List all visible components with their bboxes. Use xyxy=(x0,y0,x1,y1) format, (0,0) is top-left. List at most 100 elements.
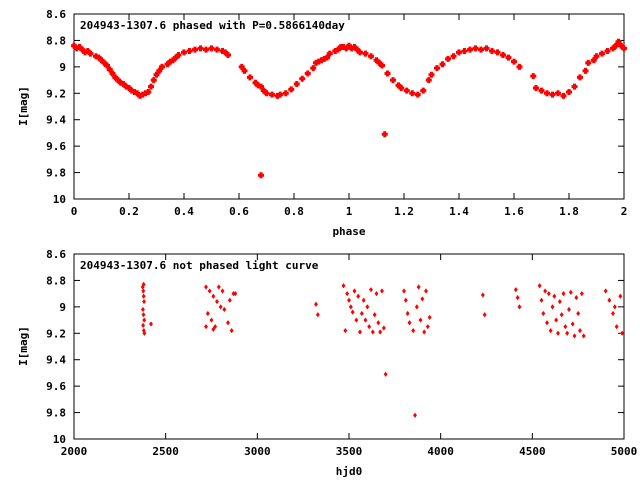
data-point xyxy=(403,297,408,303)
data-point xyxy=(403,87,410,94)
data-point xyxy=(533,85,539,91)
data-point xyxy=(205,310,210,317)
data-point xyxy=(549,91,556,98)
data-point xyxy=(288,86,295,93)
data-point xyxy=(277,91,284,98)
data-point xyxy=(241,67,248,74)
data-point xyxy=(560,92,567,99)
data-point xyxy=(369,287,373,293)
data-point xyxy=(537,283,542,289)
data-point xyxy=(380,288,384,294)
data-point xyxy=(141,312,146,318)
data-point xyxy=(293,81,300,88)
data-point xyxy=(456,49,462,56)
y-tick-label: 10 xyxy=(53,433,66,446)
data-point xyxy=(141,281,146,287)
data-point xyxy=(545,320,549,326)
unphased-light-curve-chart: 2000 2500 3000 3500 4000 4500 5000 8.6 8.8 9 9.2 9… xyxy=(17,248,637,478)
data-point xyxy=(310,65,317,72)
data-point xyxy=(581,333,586,339)
data-point xyxy=(213,324,218,330)
data-point xyxy=(546,291,551,297)
data-point xyxy=(226,320,230,326)
x-tick-label: 2000 xyxy=(61,445,88,458)
data-point xyxy=(365,304,370,310)
x-tick-label: 2500 xyxy=(152,445,179,458)
data-point xyxy=(367,324,372,330)
data-point xyxy=(414,91,421,98)
data-point xyxy=(405,310,410,317)
data-point xyxy=(141,322,146,328)
data-point xyxy=(159,63,165,70)
data-point xyxy=(141,293,146,299)
tick-marks xyxy=(73,253,625,440)
data-point xyxy=(359,310,364,317)
x-tick-label: 1.8 xyxy=(559,205,579,218)
data-point xyxy=(354,317,359,323)
data-point xyxy=(341,283,346,289)
data-point xyxy=(411,328,416,334)
x-tick-labels: 0 0.2 0.4 0.6 0.8 1 1.2 1.4 1.6 1.8 2 xyxy=(71,205,628,218)
data-point xyxy=(539,297,544,303)
data-point xyxy=(142,298,146,305)
data-point xyxy=(204,284,208,290)
data-point xyxy=(582,67,589,74)
data-point xyxy=(550,304,555,310)
x-tick-label: 0.8 xyxy=(284,205,304,218)
x-tick-label: 0 xyxy=(71,205,78,218)
data-point xyxy=(175,51,182,58)
data-points xyxy=(140,281,625,418)
data-point xyxy=(517,304,522,310)
chart-title: 204943-1307.6 not phased light curve xyxy=(80,259,319,272)
data-point xyxy=(142,330,147,336)
data-point xyxy=(233,291,238,297)
chart-title: 204943-1307.6 phased with P=0.5866140day xyxy=(80,19,345,32)
data-point xyxy=(326,50,333,57)
data-point xyxy=(425,324,430,330)
data-point xyxy=(87,50,94,57)
y-tick-label: 9.4 xyxy=(46,354,66,367)
data-point xyxy=(211,326,216,332)
plot-frame xyxy=(73,13,625,200)
data-point xyxy=(348,304,353,310)
data-point xyxy=(578,328,582,334)
data-point xyxy=(384,70,391,77)
data-point xyxy=(181,49,187,56)
y-tick-labels: 8.6 8.8 9 9.2 9.4 9.6 9.8 10 xyxy=(46,248,66,446)
data-point xyxy=(450,53,457,60)
data-point xyxy=(557,298,562,305)
data-point xyxy=(368,53,374,60)
data-point xyxy=(543,288,548,294)
y-tick-label: 9.2 xyxy=(46,87,66,100)
data-point xyxy=(414,304,419,310)
y-tick-label: 9.6 xyxy=(46,380,66,393)
data-point xyxy=(203,46,209,53)
y-tick-label: 9.2 xyxy=(46,327,66,340)
data-point xyxy=(207,288,212,294)
data-point xyxy=(427,314,432,321)
data-point xyxy=(467,46,473,53)
data-point xyxy=(571,83,578,90)
x-axis-label: hjd0 xyxy=(336,465,363,478)
y-tick-label: 8.8 xyxy=(46,34,66,47)
data-point xyxy=(352,288,357,294)
data-point xyxy=(554,317,559,323)
data-point xyxy=(565,330,570,336)
data-point xyxy=(420,296,425,302)
data-point xyxy=(563,324,568,330)
data-point xyxy=(258,172,264,179)
x-tick-label: 2 xyxy=(621,205,628,218)
data-point xyxy=(314,301,318,307)
data-point xyxy=(211,293,216,299)
data-point xyxy=(576,310,581,317)
data-point xyxy=(416,284,421,290)
data-point xyxy=(149,321,153,327)
data-point xyxy=(148,83,154,90)
data-point xyxy=(282,90,289,97)
data-point xyxy=(142,317,147,323)
data-point xyxy=(381,325,386,331)
x-tick-label: 5000 xyxy=(611,445,638,458)
data-point xyxy=(383,371,388,377)
y-axis-label: I[mag] xyxy=(17,86,30,126)
x-tick-label: 1 xyxy=(346,205,353,218)
